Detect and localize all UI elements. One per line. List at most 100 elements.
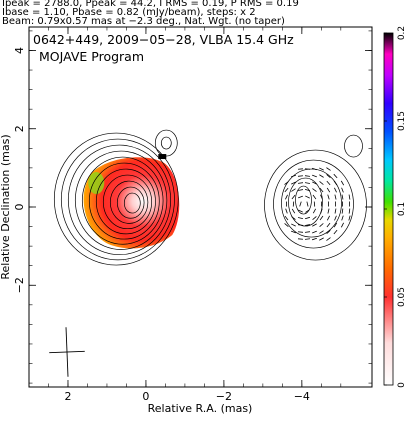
colorbar-tick-label: 0.1 xyxy=(397,202,407,216)
evpa-vector xyxy=(305,195,310,199)
intensity-contour xyxy=(95,168,156,235)
evpa-vector xyxy=(333,180,338,186)
evpa-vector xyxy=(312,230,317,234)
evpa-vector xyxy=(319,230,324,234)
pol-contour xyxy=(281,168,342,238)
source-annotation: 0642+449, 2009−05−28, VLBA 15.4 GHz xyxy=(33,32,294,47)
evpa-vector xyxy=(326,237,331,241)
evpa-vector xyxy=(319,223,324,228)
x-tick-label: 2 xyxy=(64,390,71,403)
intensity-feature xyxy=(158,154,167,160)
evpa-vector xyxy=(290,174,296,178)
x-axis-label: Relative R.A. (mas) xyxy=(148,402,253,415)
pol-contour xyxy=(264,149,367,261)
evpa-vector xyxy=(319,187,324,193)
evpa-vector xyxy=(327,208,330,214)
evpa-vector xyxy=(326,174,331,178)
evpa-vector xyxy=(333,173,338,179)
evpa-vector xyxy=(291,181,296,185)
evpa-vector xyxy=(304,168,311,170)
evpa-vector xyxy=(304,189,311,192)
evpa-vector xyxy=(304,216,310,220)
header-line-1: Ipeak = 2788.0, Ppeak = 44.2, I RMS = 0.… xyxy=(2,0,299,9)
evpa-vector xyxy=(334,215,337,221)
intensity-contour xyxy=(88,162,160,240)
x-tick-label: 0 xyxy=(142,390,149,403)
beam-cross xyxy=(49,327,85,377)
evpa-vector xyxy=(312,216,317,220)
evpa-vector xyxy=(326,180,331,186)
evpa-vector xyxy=(326,167,331,171)
evpa-vector xyxy=(312,208,317,214)
evpa-vector xyxy=(334,208,337,214)
evpa-vector xyxy=(312,181,317,185)
evpa-vector xyxy=(306,201,309,207)
pol-contour xyxy=(344,134,363,158)
evpa-vector xyxy=(319,174,324,178)
intensity-knot xyxy=(88,172,105,195)
evpa-vector xyxy=(297,231,304,233)
intensity-contour xyxy=(53,132,179,266)
intensity-contour xyxy=(74,150,168,250)
evpa-vector xyxy=(320,194,323,200)
evpa-vector xyxy=(298,195,303,199)
intensity-contour xyxy=(160,136,172,150)
evpa-vector xyxy=(311,237,317,241)
plot-frame xyxy=(28,26,373,388)
evpa-vector xyxy=(348,208,351,214)
evpa-vectors xyxy=(284,167,351,241)
intensity-contour xyxy=(60,138,175,261)
intensity-contour xyxy=(102,174,153,230)
evpa-vector xyxy=(298,209,303,213)
y-tick-label: 4 xyxy=(13,47,26,54)
evpa-vector xyxy=(291,223,296,227)
x-tick-label: −4 xyxy=(294,390,310,403)
pol-contour xyxy=(273,159,354,249)
evpa-vector xyxy=(326,215,330,221)
evpa-vector xyxy=(285,194,288,200)
evpa-vector xyxy=(348,215,351,221)
evpa-vector xyxy=(285,208,288,214)
intensity-contour xyxy=(67,144,172,256)
beam-minor-axis xyxy=(49,350,85,354)
evpa-vector xyxy=(304,231,311,233)
plot-area xyxy=(49,129,367,377)
evpa-vector xyxy=(326,222,331,228)
evpa-vector xyxy=(312,194,317,200)
evpa-vector xyxy=(284,181,289,185)
evpa-vector xyxy=(319,167,324,171)
evpa-vector xyxy=(284,223,289,227)
evpa-vector xyxy=(341,208,344,214)
header-line-2: Ibase = 1.10, Pbase = 0.82 (mJy/beam), s… xyxy=(2,7,256,18)
evpa-vector xyxy=(348,194,351,200)
evpa-vector xyxy=(304,224,311,226)
y-axis-label: Relative Declination (mas) xyxy=(0,134,12,279)
evpa-vector xyxy=(340,222,344,228)
program-annotation: MOJAVE Program xyxy=(39,49,144,64)
pol-contour xyxy=(288,177,323,227)
y-tick-label: −2 xyxy=(13,277,26,293)
evpa-vector xyxy=(320,208,323,214)
evpa-vector xyxy=(291,208,296,214)
evpa-vector xyxy=(297,182,304,184)
colorbar-tick-label: 0 xyxy=(397,382,407,388)
evpa-vector xyxy=(319,181,324,185)
x-tick-label: −2 xyxy=(216,390,232,403)
evpa-vector xyxy=(297,175,304,177)
y-tick-label: 2 xyxy=(13,125,26,132)
evpa-vector xyxy=(304,238,311,240)
y-tick-label: 0 xyxy=(13,204,26,211)
evpa-vector xyxy=(297,217,304,219)
evpa-vector xyxy=(291,188,296,192)
intensity-contour xyxy=(109,180,149,224)
evpa-vector xyxy=(299,201,302,207)
intensity-contour xyxy=(123,192,141,214)
evpa-vector xyxy=(341,187,344,193)
evpa-vector xyxy=(304,182,311,184)
evpa-vector xyxy=(291,216,296,220)
evpa-vector xyxy=(284,187,289,193)
axis-ticks: 2 0 −2 −4 4 2 0 −2 xyxy=(13,27,372,403)
intensity-contour xyxy=(116,186,145,219)
evpa-vector xyxy=(319,215,324,221)
evpa-vector xyxy=(304,175,311,177)
